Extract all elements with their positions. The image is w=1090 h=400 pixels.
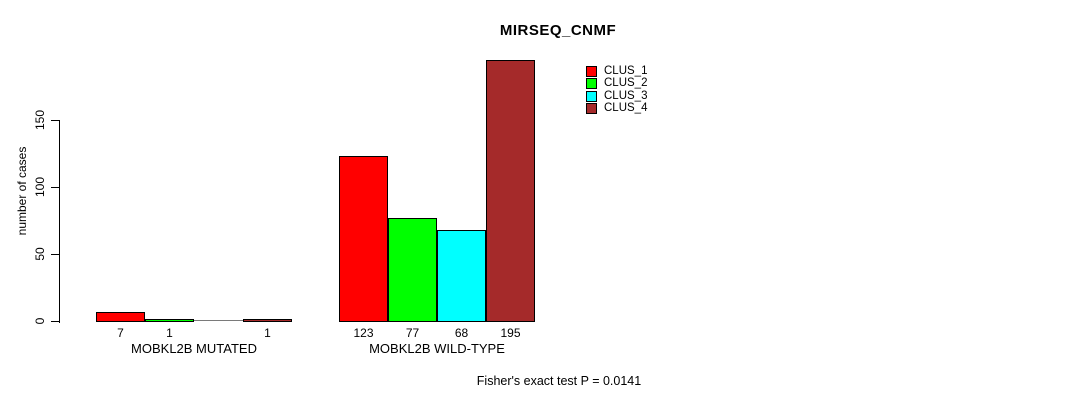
bar-clus_3-mutated bbox=[194, 320, 243, 321]
legend-swatch-clus_1 bbox=[586, 66, 597, 77]
legend-swatch-clus_2 bbox=[586, 78, 597, 90]
y-axis-tick-label: 150 bbox=[33, 109, 47, 131]
legend-item-clus_4: CLUS_4 bbox=[586, 101, 648, 114]
legend: CLUS_1 CLUS_2 CLUS_3 CLUS_4 bbox=[586, 65, 648, 115]
x-axis-group-label: MOBKL2B WILD-TYPE bbox=[369, 341, 505, 356]
bar-value-label: 195 bbox=[500, 326, 521, 340]
bar-clus_4-mutated bbox=[243, 319, 292, 322]
y-axis-tick-label: 100 bbox=[33, 176, 47, 198]
chart-title: MIRSEQ_CNMF bbox=[499, 22, 617, 39]
legend-item-clus_2: CLUS_2 bbox=[586, 77, 648, 90]
y-axis-tick bbox=[51, 119, 59, 121]
y-axis-title: number of cases bbox=[15, 146, 29, 236]
bar-clus_1-wild-type bbox=[339, 156, 388, 322]
bar-clus_3-wild-type bbox=[437, 230, 486, 322]
bar-clus_2-mutated bbox=[145, 319, 194, 322]
y-axis-tick-label: 50 bbox=[33, 247, 47, 261]
bar-value-label: 77 bbox=[405, 326, 420, 340]
bar-clus_1-mutated bbox=[96, 312, 145, 322]
legend-swatch-clus_3 bbox=[586, 90, 597, 102]
legend-item-clus_3: CLUS_3 bbox=[586, 89, 648, 102]
legend-swatch-clus_4 bbox=[586, 102, 597, 114]
y-axis-tick bbox=[51, 253, 59, 255]
legend-label: CLUS_4 bbox=[604, 101, 648, 114]
legend-label: CLUS_1 bbox=[604, 65, 648, 77]
legend-item-clus_1: CLUS_1 bbox=[586, 65, 648, 77]
y-axis-line bbox=[58, 119, 60, 323]
bar-clus_4-wild-type bbox=[486, 60, 535, 322]
y-axis-tick bbox=[51, 320, 59, 322]
bar-clus_2-wild-type bbox=[388, 218, 437, 322]
y-axis-tick bbox=[51, 186, 59, 188]
bar-value-label: 7 bbox=[117, 326, 124, 340]
legend-label: CLUS_2 bbox=[604, 77, 648, 90]
bar-value-label: 68 bbox=[454, 326, 469, 340]
bar-value-label: 1 bbox=[264, 326, 271, 340]
x-axis-group-label: MOBKL2B MUTATED bbox=[131, 341, 257, 356]
bar-value-label: 123 bbox=[353, 326, 374, 340]
bar-value-label: 1 bbox=[166, 326, 173, 340]
y-axis-tick-label: 0 bbox=[33, 317, 47, 325]
fisher-test-note: Fisher's exact test P = 0.0141 bbox=[476, 374, 642, 388]
legend-label: CLUS_3 bbox=[604, 89, 648, 102]
